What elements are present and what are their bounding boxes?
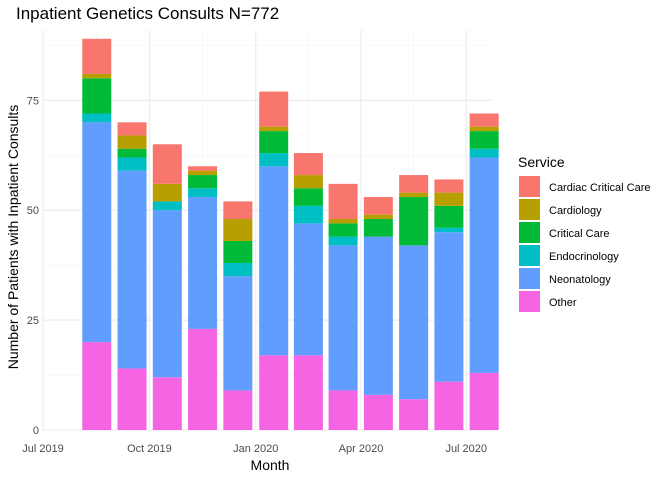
x-tick-label: Apr 2020 xyxy=(339,443,384,455)
bar-segment xyxy=(399,192,429,198)
legend-swatch xyxy=(519,291,540,312)
bar-segment xyxy=(259,126,289,132)
bar-segment xyxy=(152,210,182,378)
x-tick-label: Jan 2020 xyxy=(233,443,278,455)
bar-segment xyxy=(82,342,112,430)
bar-segment xyxy=(117,148,147,158)
legend-label: Endocrinology xyxy=(549,251,619,263)
bar-segment xyxy=(188,197,218,329)
bar-segment xyxy=(82,38,112,74)
bar-segment xyxy=(469,113,499,127)
y-tick-label: 50 xyxy=(27,205,39,217)
bar-segment xyxy=(363,236,393,395)
legend-label: Cardiology xyxy=(549,205,602,217)
bar-segment xyxy=(259,166,289,356)
bar-segment xyxy=(293,355,323,430)
x-axis-title: Month xyxy=(251,457,290,473)
legend-swatch xyxy=(519,222,540,243)
bars xyxy=(82,38,499,430)
legend-swatch xyxy=(519,199,540,220)
y-axis-title: Number of Patients with Inpatient Consul… xyxy=(5,105,21,370)
bar-segment xyxy=(82,122,112,343)
legend-label: Cardiac Critical Care xyxy=(549,182,650,194)
bar-segment xyxy=(363,394,393,430)
bar-segment xyxy=(152,201,182,211)
bar-segment xyxy=(328,183,358,220)
bar-segment xyxy=(223,201,253,220)
bar-segment xyxy=(293,223,323,356)
legend-swatch xyxy=(519,245,540,266)
y-tick-labels: 0 25 50 75 xyxy=(27,95,39,437)
bar-segment xyxy=(117,368,147,430)
bar-segment xyxy=(152,183,182,202)
bar-segment xyxy=(188,188,218,198)
bar-segment xyxy=(259,131,289,154)
bar-segment xyxy=(152,144,182,184)
y-tick-label: 75 xyxy=(27,95,39,107)
x-tick-label: Jul 2019 xyxy=(22,443,64,455)
bar-segment xyxy=(223,240,253,263)
x-tick-label: Oct 2019 xyxy=(127,443,172,455)
bar-segment xyxy=(469,126,499,132)
bar-segment xyxy=(82,78,112,114)
bar-segment xyxy=(328,219,358,224)
bar-segment xyxy=(363,197,393,215)
bar-segment xyxy=(434,381,464,430)
bar-segment xyxy=(399,399,429,430)
bar-segment xyxy=(259,153,289,167)
bar-segment xyxy=(188,166,218,171)
bar-segment xyxy=(469,372,499,430)
bar-segment xyxy=(434,227,464,233)
legend-label: Other xyxy=(549,297,577,309)
bar-segment xyxy=(399,245,429,400)
bar-segment xyxy=(328,236,358,246)
bar-segment xyxy=(434,179,464,193)
bar-segment xyxy=(328,223,358,237)
bar-segment xyxy=(223,262,253,277)
y-tick-label: 0 xyxy=(33,425,39,437)
bar-segment xyxy=(434,205,464,228)
bar-segment xyxy=(188,170,218,176)
bar-segment xyxy=(469,131,499,149)
bar-segment xyxy=(434,192,464,206)
bar-segment xyxy=(117,135,147,149)
legend-label: Critical Care xyxy=(549,228,610,240)
bar-segment xyxy=(469,157,499,373)
bar-segment xyxy=(152,377,182,430)
bar-segment xyxy=(363,219,393,237)
bar-segment xyxy=(82,73,112,79)
bar-segment xyxy=(328,390,358,430)
bar-segment xyxy=(223,390,253,430)
bar-segment xyxy=(434,232,464,382)
bar-segment xyxy=(117,122,147,136)
legend-swatch xyxy=(519,268,540,289)
y-tick-label: 25 xyxy=(27,315,39,327)
chart-title: Inpatient Genetics Consults N=772 xyxy=(16,4,279,23)
bar-segment xyxy=(82,113,112,123)
bar-segment xyxy=(328,245,358,391)
legend: Service Cardiac Critical Care Cardiology C… xyxy=(518,154,650,312)
bar-segment xyxy=(223,219,253,241)
x-tick-labels: Jul 2019 Oct 2019 Jan 2020 Apr 2020 Jul 2020 xyxy=(22,443,487,455)
bar-segment xyxy=(469,148,499,158)
bar-segment xyxy=(259,91,289,127)
bar-segment xyxy=(188,328,218,430)
bar-segment xyxy=(223,276,253,391)
bar-segment xyxy=(188,175,218,189)
legend-label: Neonatology xyxy=(549,274,611,286)
bar-segment xyxy=(117,170,147,369)
legend-title: Service xyxy=(518,154,565,170)
bar-segment xyxy=(399,197,429,246)
bar-segment xyxy=(293,188,323,206)
x-tick-label: Jul 2020 xyxy=(445,443,487,455)
bar-segment xyxy=(117,157,147,171)
bar-segment xyxy=(399,175,429,193)
legend-swatch xyxy=(519,176,540,197)
bar-segment xyxy=(293,175,323,189)
bar-segment xyxy=(363,214,393,220)
bar-segment xyxy=(293,205,323,224)
bar-segment xyxy=(293,153,323,176)
bar-segment xyxy=(259,355,289,430)
